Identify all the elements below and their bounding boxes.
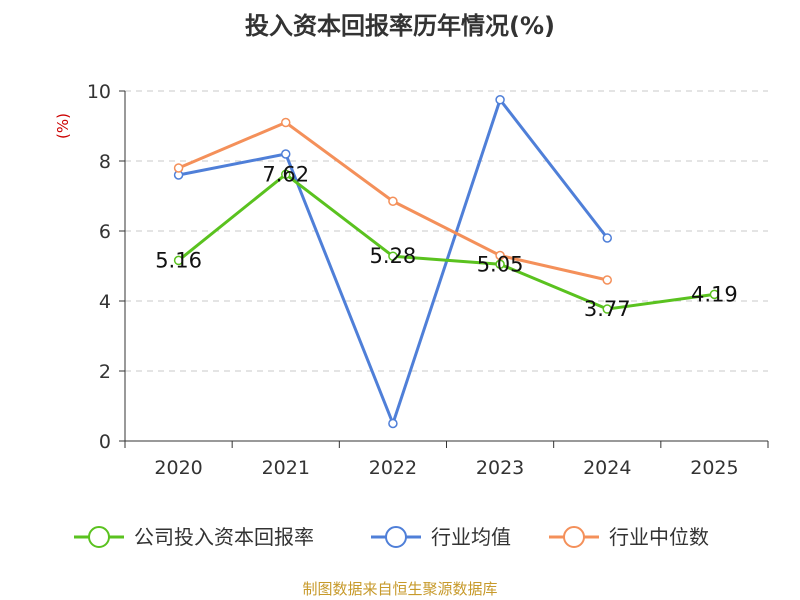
data-label: 5.28 bbox=[370, 244, 417, 268]
legend-label-1: 行业均值 bbox=[431, 525, 511, 549]
gridlines bbox=[125, 90, 768, 372]
data-point bbox=[388, 196, 398, 206]
data-label: 7.62 bbox=[262, 162, 309, 186]
legend-marker-1 bbox=[385, 526, 407, 548]
data-point bbox=[709, 289, 720, 300]
data-point bbox=[173, 255, 184, 266]
y-tick-label: 6 bbox=[99, 221, 111, 243]
y-tick-label: 4 bbox=[99, 291, 111, 313]
legend-label-0: 公司投入资本回报率 bbox=[134, 525, 314, 549]
data-point bbox=[281, 149, 291, 159]
x-tick-label: 2022 bbox=[369, 457, 417, 479]
footer-source-text: 制图数据来自恒生聚源数据库 bbox=[302, 580, 498, 598]
data-labels: 5.16 7.62 5.28 5.05 3.77 4.19 bbox=[155, 162, 738, 321]
data-point bbox=[495, 259, 505, 269]
x-tick-label: 2025 bbox=[690, 457, 738, 479]
y-axis-unit-label: (%) bbox=[54, 113, 72, 139]
data-point bbox=[602, 304, 612, 314]
legend: 公司投入资本回报率 行业均值 行业中位数 bbox=[74, 525, 709, 549]
data-point bbox=[388, 418, 398, 429]
data-label: 5.16 bbox=[155, 248, 202, 272]
axes: 0 2 4 6 8 10 2020 2021 2022 2023 2024 2025 bbox=[87, 81, 769, 479]
x-tick-label: 2024 bbox=[583, 457, 631, 479]
x-tick-label: 2020 bbox=[154, 457, 202, 479]
y-tick-label: 0 bbox=[99, 431, 111, 453]
y-tick-label: 8 bbox=[99, 151, 111, 173]
data-point bbox=[281, 169, 291, 180]
data-point bbox=[281, 117, 291, 128]
series-lines bbox=[173, 95, 720, 429]
x-tick-label: 2021 bbox=[262, 457, 310, 479]
legend-label-2: 行业中位数 bbox=[609, 525, 709, 549]
data-label: 5.05 bbox=[477, 252, 524, 276]
series-line-0 bbox=[177, 172, 715, 311]
data-point bbox=[495, 95, 505, 105]
legend-marker-0 bbox=[88, 526, 110, 548]
data-point bbox=[388, 251, 398, 261]
legend-marker-2 bbox=[563, 526, 585, 548]
data-label: 3.77 bbox=[584, 297, 631, 321]
x-tick-label: 2023 bbox=[476, 457, 524, 479]
y-tick-label: 10 bbox=[87, 81, 111, 103]
data-label: 4.19 bbox=[691, 282, 738, 306]
chart-title: 投入资本回报率历年情况(%) bbox=[245, 12, 555, 40]
data-point bbox=[602, 275, 612, 285]
data-point bbox=[602, 233, 612, 243]
y-tick-label: 2 bbox=[99, 361, 111, 383]
data-point bbox=[173, 163, 184, 173]
